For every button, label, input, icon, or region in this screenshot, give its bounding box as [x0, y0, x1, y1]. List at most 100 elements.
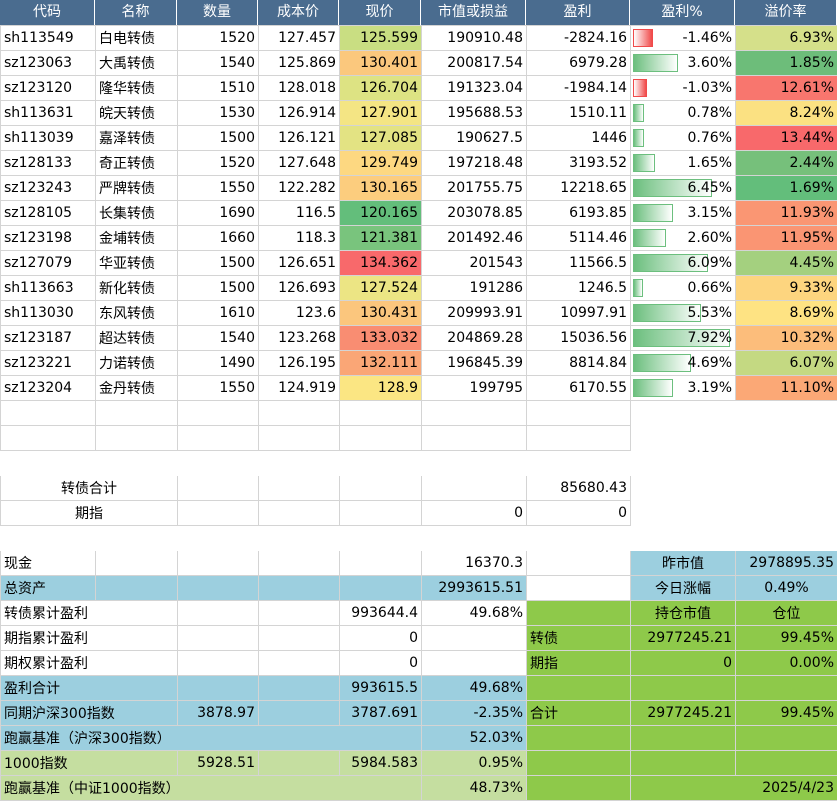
hs300-now[interactable]: 3787.691	[340, 701, 422, 726]
cell-pct[interactable]: 6.45%	[631, 176, 736, 201]
cb-cum-pct[interactable]: 49.68%	[422, 601, 527, 626]
header-code[interactable]: 代码	[0, 0, 95, 25]
cell-code[interactable]: sz123221	[1, 351, 96, 376]
zz1000-pct[interactable]: 0.95%	[422, 751, 527, 776]
cell-mv[interactable]: 203078.85	[422, 201, 527, 226]
cell-cost[interactable]: 116.5	[259, 201, 340, 226]
cell-name[interactable]: 嘉泽转债	[96, 126, 178, 151]
cell-pnl[interactable]: -1984.14	[527, 76, 631, 101]
cell-price[interactable]: 132.111	[340, 351, 422, 376]
cell-price[interactable]: 130.431	[340, 301, 422, 326]
cell-name[interactable]: 奇正转债	[96, 151, 178, 176]
cell-mv[interactable]: 201492.46	[422, 226, 527, 251]
cell-pct[interactable]: 4.69%	[631, 351, 736, 376]
cell-mv[interactable]: 191286	[422, 276, 527, 301]
cell-price[interactable]: 130.401	[340, 51, 422, 76]
cell-pnl[interactable]: 12218.65	[527, 176, 631, 201]
cell-name[interactable]: 皖天转债	[96, 101, 178, 126]
cell-mv[interactable]: 209993.91	[422, 301, 527, 326]
cell-name[interactable]: 新化转债	[96, 276, 178, 301]
cell-pnl[interactable]: 1510.11	[527, 101, 631, 126]
beat-hs300-pct[interactable]: 52.03%	[422, 726, 527, 751]
cell-pct[interactable]: 3.15%	[631, 201, 736, 226]
cell-code[interactable]: sh113663	[1, 276, 96, 301]
cell-price[interactable]: 120.165	[340, 201, 422, 226]
cell-name[interactable]: 东风转债	[96, 301, 178, 326]
cell-price[interactable]: 130.165	[340, 176, 422, 201]
cell-name[interactable]: 隆华转债	[96, 76, 178, 101]
cell-cost[interactable]: 126.121	[259, 126, 340, 151]
cell-qty[interactable]: 1510	[178, 76, 259, 101]
cell-name[interactable]: 力诺转债	[96, 351, 178, 376]
total-assets-label[interactable]: 总资产	[1, 576, 96, 601]
position-total-mv[interactable]: 2977245.21	[631, 701, 736, 726]
cell-pct[interactable]: 0.66%	[631, 276, 736, 301]
cell-cost[interactable]: 123.268	[259, 326, 340, 351]
cash-value[interactable]: 16370.3	[422, 551, 527, 576]
cell-code[interactable]: sz123243	[1, 176, 96, 201]
fut-cum-label[interactable]: 期指累计盈利	[1, 626, 178, 651]
header-price[interactable]: 现价	[339, 0, 421, 25]
header-pnl[interactable]: 盈利	[526, 0, 630, 25]
cell-code[interactable]: sh113030	[1, 301, 96, 326]
position-total-label[interactable]: 合计	[527, 701, 631, 726]
cell-qty[interactable]: 1520	[178, 151, 259, 176]
cell-premium[interactable]: 6.07%	[736, 351, 837, 376]
hs300-start[interactable]: 3878.97	[178, 701, 259, 726]
cell-pnl[interactable]: 10997.91	[527, 301, 631, 326]
cell-name[interactable]: 华亚转债	[96, 251, 178, 276]
cell-price[interactable]: 133.032	[340, 326, 422, 351]
cell-code[interactable]: sz123187	[1, 326, 96, 351]
cell-premium[interactable]: 8.24%	[736, 101, 837, 126]
futures-total-pnl[interactable]: 0	[527, 501, 631, 526]
cell-premium[interactable]: 11.10%	[736, 376, 837, 401]
position-fut-ratio[interactable]: 0.00%	[736, 651, 837, 676]
cell-pnl[interactable]: 3193.52	[527, 151, 631, 176]
cell-name[interactable]: 金埔转债	[96, 226, 178, 251]
cell-price[interactable]: 125.599	[340, 26, 422, 51]
cell-mv[interactable]: 195688.53	[422, 101, 527, 126]
cell-code[interactable]: sz123198	[1, 226, 96, 251]
header-pnl-pct[interactable]: 盈利%	[630, 0, 735, 25]
cell-pct[interactable]: 3.60%	[631, 51, 736, 76]
beat-hs300-label[interactable]: 跑赢基准（沪深300指数）	[1, 726, 422, 751]
cell-qty[interactable]: 1500	[178, 251, 259, 276]
cell-code[interactable]: sh113549	[1, 26, 96, 51]
cell-mv[interactable]: 204869.28	[422, 326, 527, 351]
position-cb-mv[interactable]: 2977245.21	[631, 626, 736, 651]
cell-pnl[interactable]: 6193.85	[527, 201, 631, 226]
cell-mv[interactable]: 191323.04	[422, 76, 527, 101]
cell-price[interactable]: 134.362	[340, 251, 422, 276]
cell-price[interactable]: 127.901	[340, 101, 422, 126]
futures-total-label[interactable]: 期指	[1, 501, 178, 526]
prev-mv-label[interactable]: 昨市值	[631, 551, 736, 576]
cell-pnl[interactable]: 1246.5	[527, 276, 631, 301]
cell-name[interactable]: 大禹转债	[96, 51, 178, 76]
cell-cost[interactable]: 127.457	[259, 26, 340, 51]
cell-qty[interactable]: 1500	[178, 126, 259, 151]
position-ratio-header[interactable]: 仓位	[736, 601, 837, 626]
cell-name[interactable]: 严牌转债	[96, 176, 178, 201]
cell-name[interactable]: 长集转债	[96, 201, 178, 226]
cell-cost[interactable]: 126.693	[259, 276, 340, 301]
cell-price[interactable]: 121.381	[340, 226, 422, 251]
cell-premium[interactable]: 6.93%	[736, 26, 837, 51]
zz1000-label[interactable]: 1000指数	[1, 751, 178, 776]
cell-premium[interactable]: 9.33%	[736, 276, 837, 301]
cell-pct[interactable]: 6.09%	[631, 251, 736, 276]
cell-code[interactable]: sh113039	[1, 126, 96, 151]
cell-cost[interactable]: 126.914	[259, 101, 340, 126]
cell-pct[interactable]: 1.65%	[631, 151, 736, 176]
cell-pct[interactable]: -1.03%	[631, 76, 736, 101]
cell-qty[interactable]: 1690	[178, 201, 259, 226]
cell-name[interactable]: 超达转债	[96, 326, 178, 351]
cell-pnl[interactable]: -2824.16	[527, 26, 631, 51]
cell-pct[interactable]: 2.60%	[631, 226, 736, 251]
cell-pct[interactable]: 0.78%	[631, 101, 736, 126]
cell-code[interactable]: sz127079	[1, 251, 96, 276]
fut-cum-value[interactable]: 0	[340, 626, 422, 651]
cell-code[interactable]: sz128133	[1, 151, 96, 176]
today-change-label[interactable]: 今日涨幅	[631, 576, 736, 601]
profit-total-label[interactable]: 盈利合计	[1, 676, 178, 701]
cell-mv[interactable]: 201543	[422, 251, 527, 276]
